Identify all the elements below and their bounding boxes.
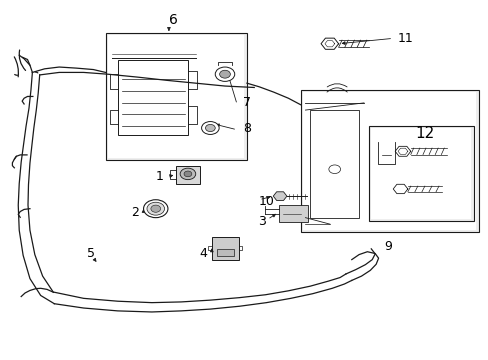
Circle shape: [180, 168, 195, 180]
Circle shape: [201, 122, 219, 134]
Circle shape: [147, 202, 164, 215]
Circle shape: [328, 165, 340, 174]
Text: 1: 1: [155, 170, 163, 183]
Bar: [176, 166, 199, 184]
Bar: [278, 205, 307, 222]
Bar: [216, 249, 233, 256]
Circle shape: [219, 70, 230, 78]
Circle shape: [215, 67, 234, 81]
Text: 11: 11: [397, 32, 413, 45]
Text: 7: 7: [243, 96, 250, 109]
Text: 5: 5: [87, 247, 95, 260]
Text: 6: 6: [169, 13, 178, 27]
Text: 9: 9: [384, 240, 391, 253]
Text: 4: 4: [199, 247, 206, 260]
Bar: [105, 33, 246, 160]
Circle shape: [183, 171, 191, 177]
Bar: [300, 90, 478, 232]
Bar: [310, 110, 358, 218]
Text: 10: 10: [258, 195, 274, 208]
Text: 12: 12: [414, 126, 434, 141]
Bar: [370, 128, 470, 220]
Polygon shape: [273, 192, 286, 201]
Bar: [108, 35, 244, 158]
Circle shape: [143, 200, 167, 218]
Text: 3: 3: [257, 215, 265, 228]
Text: 8: 8: [243, 122, 250, 135]
Circle shape: [205, 125, 215, 132]
Bar: [211, 237, 238, 260]
Circle shape: [151, 205, 160, 212]
Bar: [303, 92, 475, 230]
Bar: [368, 126, 473, 221]
Bar: [118, 60, 188, 135]
Text: 2: 2: [131, 206, 139, 219]
